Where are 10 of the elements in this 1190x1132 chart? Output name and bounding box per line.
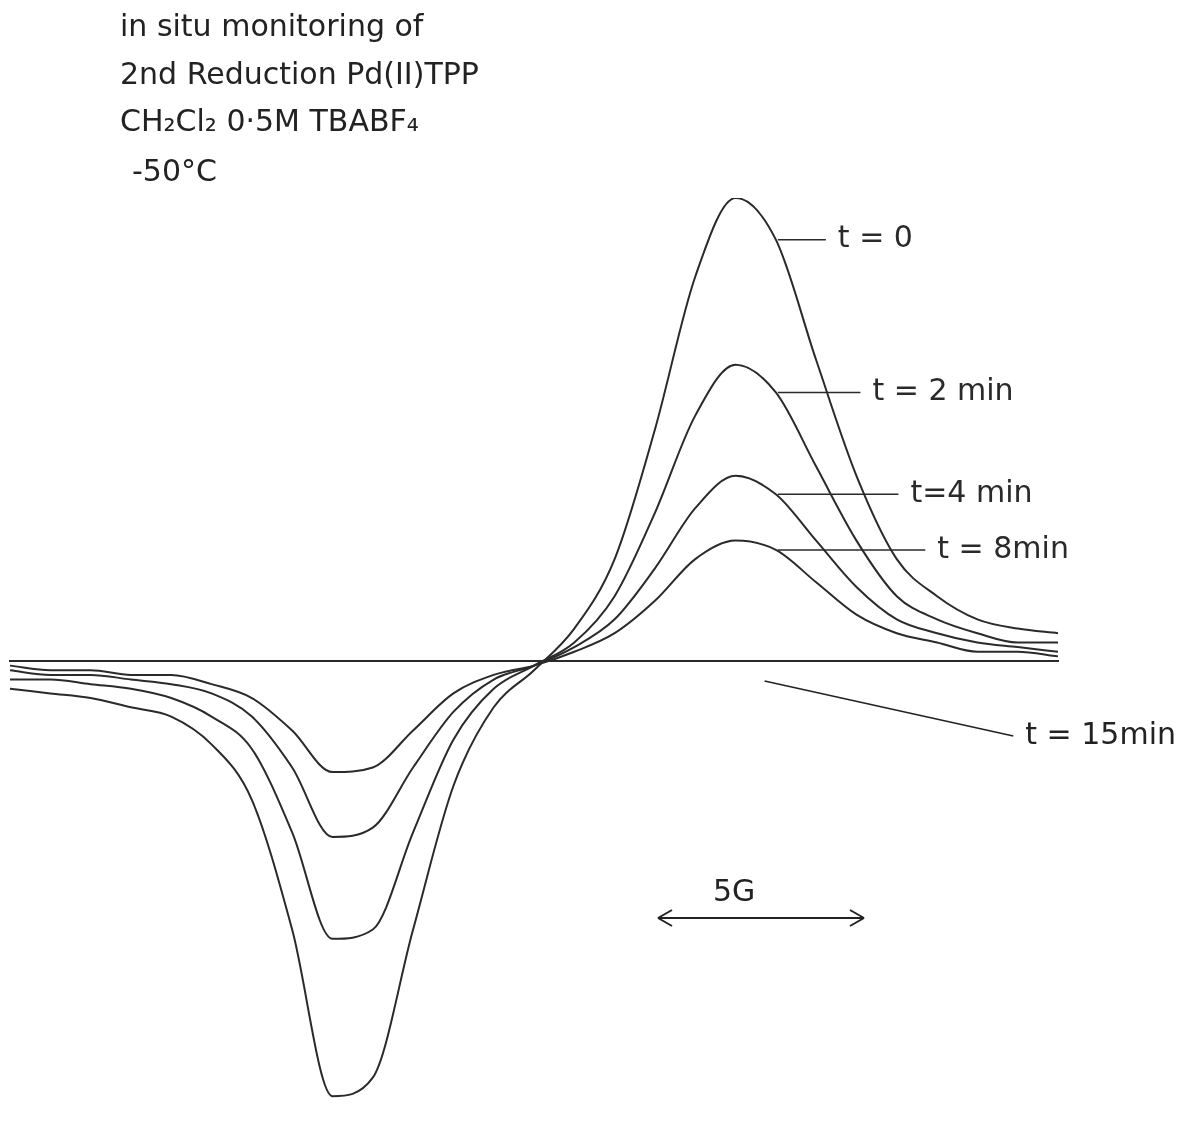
- legend-label: t = 0: [837, 219, 913, 255]
- legend-label: t=4 min: [910, 474, 1033, 510]
- legend-label: t = 8min: [937, 529, 1069, 565]
- annotation: 5G: [713, 873, 756, 908]
- chart-title: in situ monitoring of: [120, 8, 424, 43]
- chart-subtitle: 2nd Reduction Pd(II)TPP: [120, 56, 479, 91]
- annotation: t = 15min: [1025, 715, 1176, 751]
- legend-label: t = 2 min: [872, 372, 1014, 408]
- text: -50°C: [132, 153, 217, 188]
- text: CH₂Cl₂ 0·5M TBABF₄: [120, 103, 419, 138]
